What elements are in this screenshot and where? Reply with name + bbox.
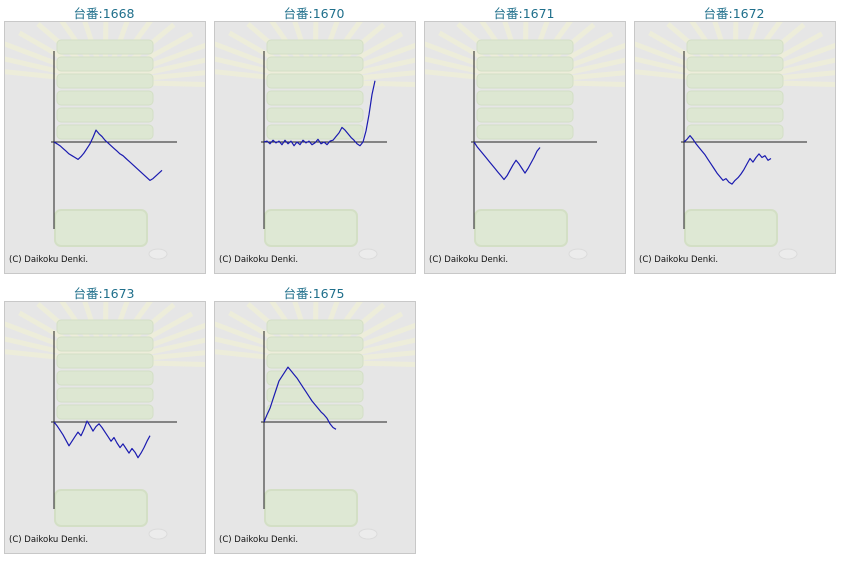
- background-tray: [266, 107, 364, 123]
- background-base: [264, 209, 358, 247]
- chart-cell-1672: 台番:1672 (C) Daikoku Denki.: [632, 0, 836, 278]
- background-tray: [266, 336, 364, 352]
- data-series-line: [473, 141, 541, 181]
- machine-number-link[interactable]: 台番:1670: [283, 6, 345, 21]
- data-series-line: [263, 80, 376, 147]
- data-series-line: [263, 366, 337, 430]
- chart-frame[interactable]: (C) Daikoku Denki.: [214, 21, 416, 274]
- slump-graph: [215, 302, 415, 540]
- background-tray: [686, 39, 784, 55]
- background-tray: [686, 107, 784, 123]
- background-tray: [686, 90, 784, 106]
- chart-cell-1675: 台番:1675 (C) Daikoku Denki.: [212, 280, 416, 558]
- background-tray: [56, 370, 154, 386]
- slump-graph: [215, 22, 415, 260]
- data-series-line: [683, 134, 772, 185]
- background-tray: [686, 124, 784, 140]
- background-coin: [568, 248, 588, 260]
- background-tray: [56, 107, 154, 123]
- background-tray: [266, 73, 364, 89]
- background-tray: [266, 370, 364, 386]
- background-tray: [266, 90, 364, 106]
- slump-graph: [425, 22, 625, 260]
- machine-number-link[interactable]: 台番:1675: [283, 286, 345, 301]
- background-tray: [56, 73, 154, 89]
- background-tray: [686, 56, 784, 72]
- background-tray: [56, 90, 154, 106]
- background-tray: [266, 56, 364, 72]
- background-illustration: [215, 22, 415, 260]
- copyright-label: (C) Daikoku Denki.: [639, 255, 719, 265]
- copyright-label: (C) Daikoku Denki.: [429, 255, 509, 265]
- chart-cell-1671: 台番:1671 (C) Daikoku Denki.: [422, 0, 626, 278]
- machine-number-link[interactable]: 台番:1668: [73, 6, 135, 21]
- slump-graph: [5, 302, 205, 540]
- background-tray: [266, 319, 364, 335]
- background-tray: [266, 39, 364, 55]
- background-coin: [778, 248, 798, 260]
- chart-frame[interactable]: (C) Daikoku Denki.: [634, 21, 836, 274]
- background-tray: [266, 124, 364, 140]
- background-tray: [476, 90, 574, 106]
- chart-frame[interactable]: (C) Daikoku Denki.: [424, 21, 626, 274]
- slump-graph: [5, 22, 205, 260]
- background-tray: [56, 56, 154, 72]
- chart-frame[interactable]: (C) Daikoku Denki.: [214, 301, 416, 554]
- background-base: [54, 209, 148, 247]
- background-tray: [56, 336, 154, 352]
- copyright-label: (C) Daikoku Denki.: [9, 255, 89, 265]
- background-illustration: [635, 22, 835, 260]
- machine-number-link[interactable]: 台番:1671: [493, 6, 555, 21]
- chart-cell-1668: 台番:1668 (C) Daikoku Denki.: [2, 0, 206, 278]
- background-tray: [266, 353, 364, 369]
- data-series-line: [53, 129, 163, 181]
- copyright-label: (C) Daikoku Denki.: [9, 535, 89, 545]
- background-tray: [56, 39, 154, 55]
- copyright-label: (C) Daikoku Denki.: [219, 255, 299, 265]
- background-tray: [686, 73, 784, 89]
- background-base: [264, 489, 358, 527]
- background-tray: [56, 124, 154, 140]
- background-tray: [476, 73, 574, 89]
- background-tray: [476, 56, 574, 72]
- background-base: [474, 209, 568, 247]
- background-illustration: [215, 302, 415, 540]
- background-tray: [56, 387, 154, 403]
- background-tray: [56, 404, 154, 420]
- chart-frame[interactable]: (C) Daikoku Denki.: [4, 301, 206, 554]
- background-base: [54, 489, 148, 527]
- copyright-label: (C) Daikoku Denki.: [219, 535, 299, 545]
- background-tray: [266, 404, 364, 420]
- background-coin: [148, 248, 168, 260]
- chart-frame[interactable]: (C) Daikoku Denki.: [4, 21, 206, 274]
- background-coin: [358, 248, 378, 260]
- data-series-line: [53, 420, 151, 459]
- background-tray: [476, 107, 574, 123]
- background-illustration: [5, 22, 205, 260]
- machine-number-link[interactable]: 台番:1673: [73, 286, 135, 301]
- chart-cell-1673: 台番:1673 (C) Daikoku Denki.: [2, 280, 206, 558]
- background-tray: [56, 353, 154, 369]
- background-illustration: [5, 302, 205, 540]
- background-tray: [56, 319, 154, 335]
- slump-graph: [635, 22, 835, 260]
- background-tray: [476, 124, 574, 140]
- background-tray: [476, 39, 574, 55]
- background-tray: [266, 387, 364, 403]
- background-illustration: [425, 22, 625, 260]
- chart-cell-1670: 台番:1670 (C) Daikoku Denki.: [212, 0, 416, 278]
- background-base: [684, 209, 778, 247]
- machine-number-link[interactable]: 台番:1672: [703, 6, 765, 21]
- background-coin: [148, 528, 168, 540]
- background-coin: [358, 528, 378, 540]
